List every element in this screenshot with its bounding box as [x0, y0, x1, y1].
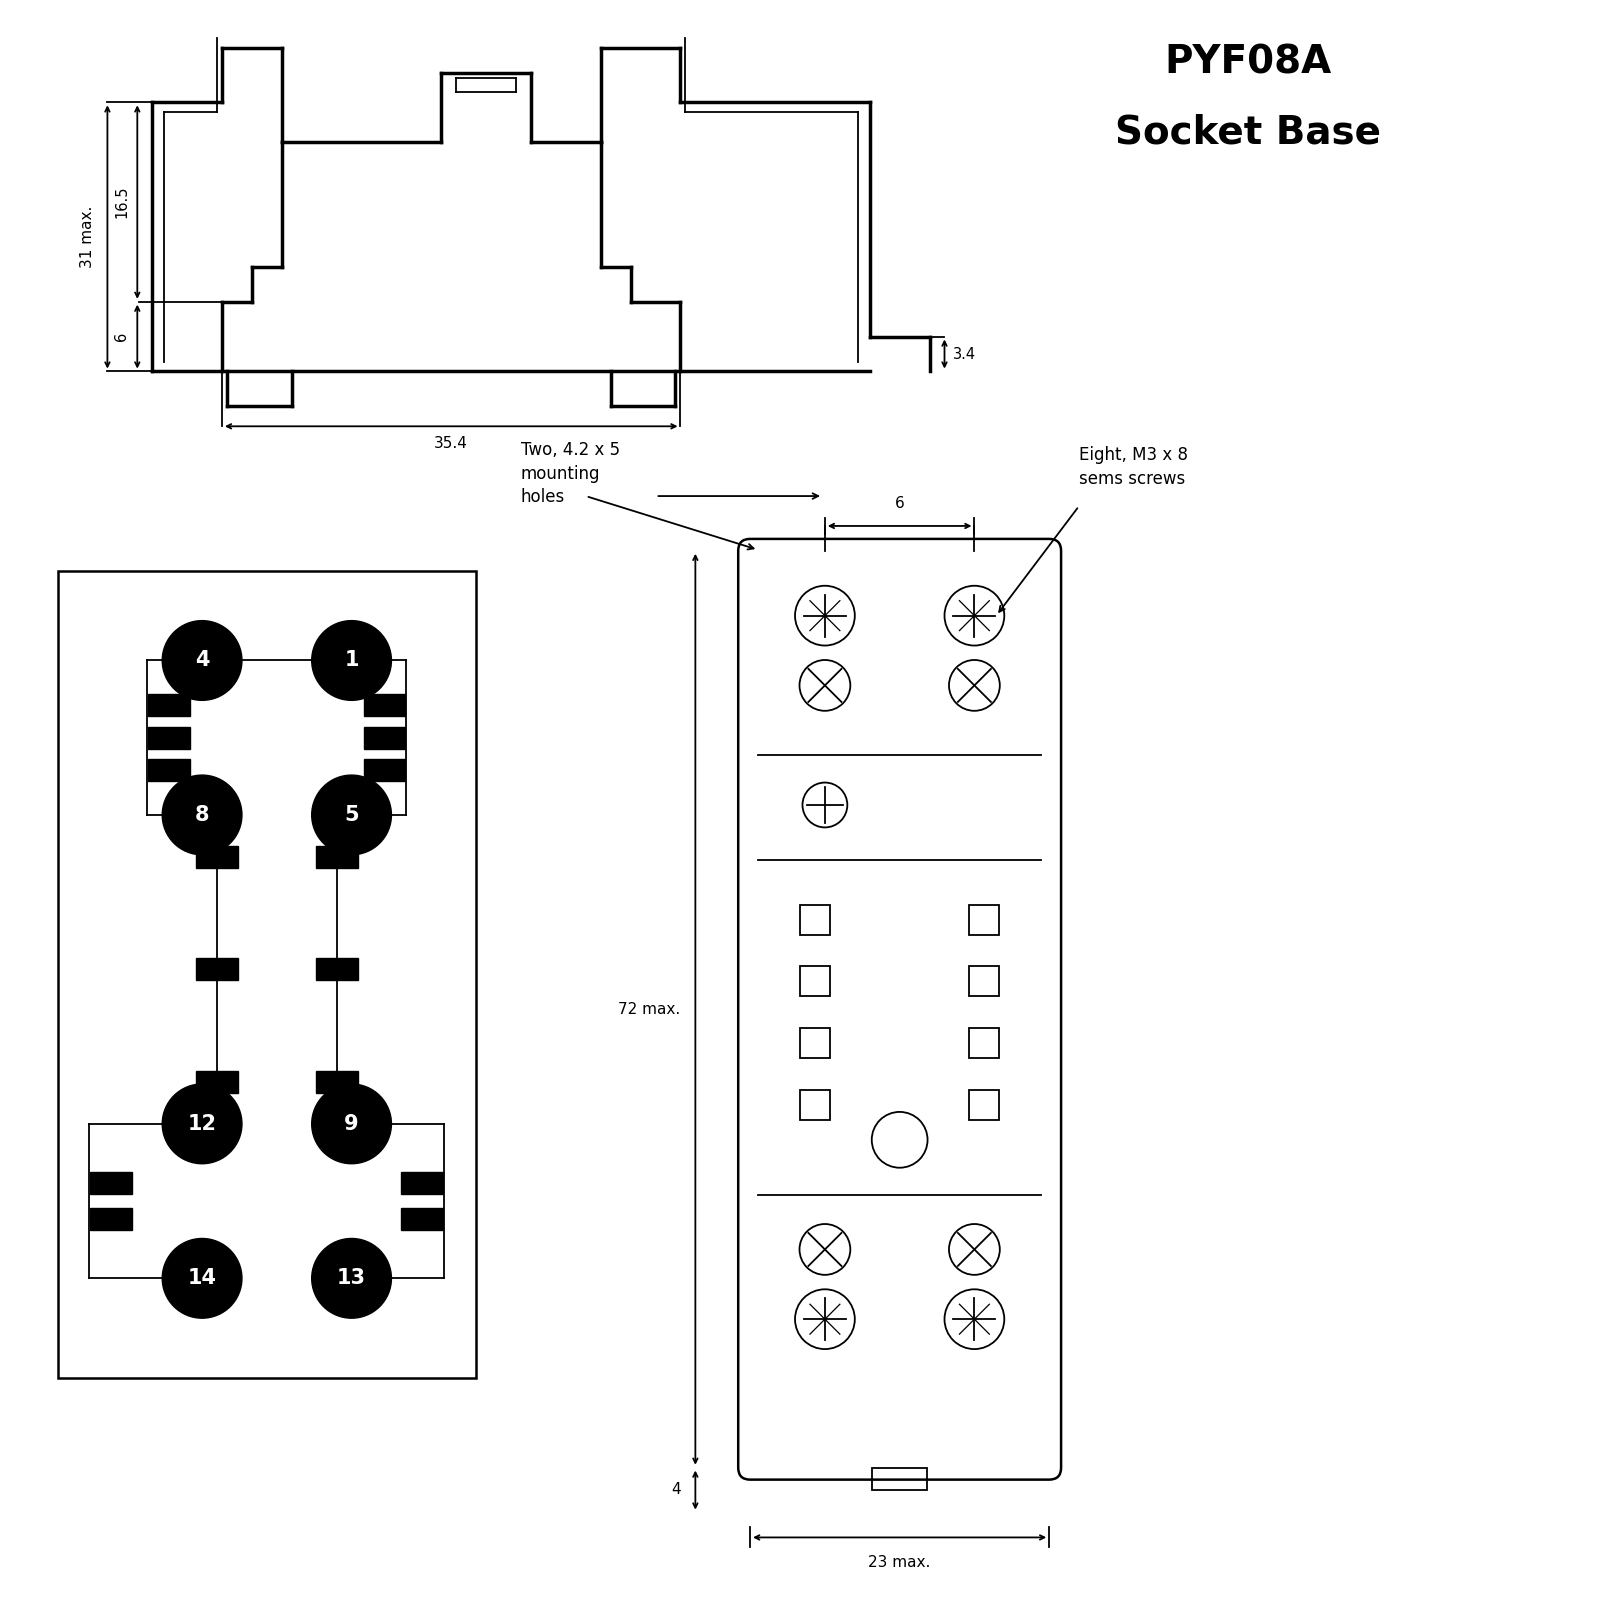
Bar: [149, 694, 190, 717]
Bar: [315, 958, 357, 981]
Circle shape: [312, 774, 392, 854]
Text: Two, 4.2 x 5
mounting
holes: Two, 4.2 x 5 mounting holes: [522, 442, 621, 507]
Circle shape: [312, 621, 392, 701]
Text: 1: 1: [344, 651, 358, 670]
Text: 8: 8: [195, 805, 210, 826]
Circle shape: [312, 1085, 392, 1163]
Circle shape: [162, 1085, 242, 1163]
Text: 4: 4: [670, 1482, 680, 1498]
Bar: [872, 1467, 926, 1490]
Bar: [197, 846, 238, 867]
Text: 12: 12: [187, 1114, 216, 1134]
Text: 6: 6: [894, 496, 904, 510]
Circle shape: [162, 621, 242, 701]
Text: 23 max.: 23 max.: [869, 1555, 931, 1570]
Bar: [197, 958, 238, 981]
Bar: [800, 1090, 830, 1120]
Circle shape: [312, 1238, 392, 1318]
Bar: [91, 1173, 133, 1194]
Circle shape: [162, 774, 242, 854]
Text: 72 max.: 72 max.: [618, 1002, 680, 1016]
Bar: [58, 571, 477, 1378]
Text: 14: 14: [187, 1269, 216, 1288]
Text: 4: 4: [195, 651, 210, 670]
Bar: [197, 1070, 238, 1093]
Bar: [402, 1173, 443, 1194]
Bar: [315, 1070, 357, 1093]
Bar: [363, 694, 405, 717]
Bar: [402, 1208, 443, 1230]
Bar: [970, 904, 1000, 934]
Text: 9: 9: [344, 1114, 358, 1134]
Text: 13: 13: [338, 1269, 366, 1288]
Bar: [970, 1029, 1000, 1058]
Circle shape: [162, 1238, 242, 1318]
Bar: [970, 966, 1000, 997]
Text: 3.4: 3.4: [952, 347, 976, 362]
Bar: [315, 846, 357, 867]
Text: PYF08A: PYF08A: [1165, 43, 1333, 82]
Bar: [149, 726, 190, 749]
Bar: [800, 966, 830, 997]
Text: 35.4: 35.4: [434, 437, 469, 451]
Text: Socket Base: Socket Base: [1115, 114, 1381, 152]
Bar: [363, 726, 405, 749]
Text: 31 max.: 31 max.: [80, 206, 96, 269]
Bar: [800, 904, 830, 934]
Text: 6: 6: [114, 331, 130, 341]
Bar: [149, 758, 190, 781]
Bar: [91, 1208, 133, 1230]
Bar: [970, 1090, 1000, 1120]
Bar: [363, 758, 405, 781]
Text: 5: 5: [344, 805, 358, 826]
Bar: [800, 1029, 830, 1058]
Text: Eight, M3 x 8
sems screws: Eight, M3 x 8 sems screws: [1078, 446, 1189, 488]
Text: 16.5: 16.5: [114, 186, 130, 218]
